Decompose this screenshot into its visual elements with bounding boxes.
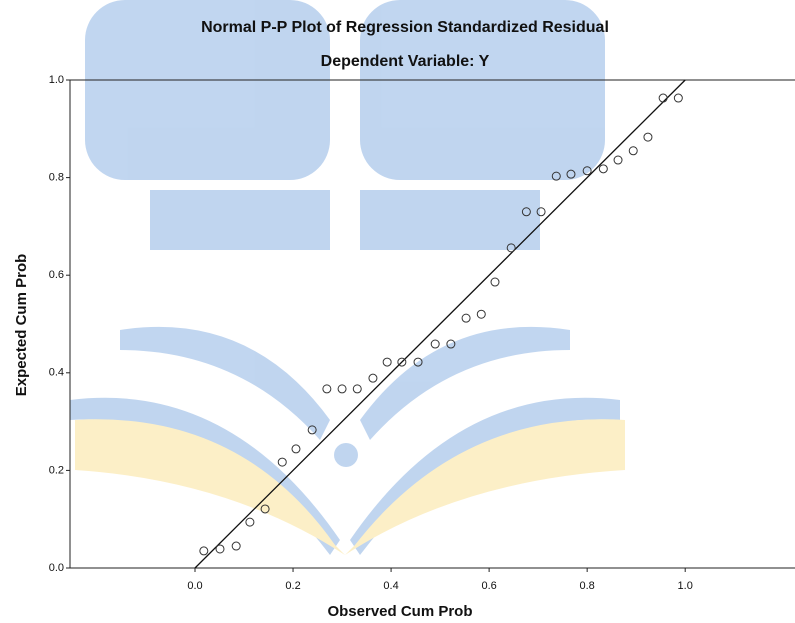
point [476, 309, 486, 319]
y-tick-label: 0.2 [49, 464, 64, 476]
point [643, 132, 653, 142]
point [490, 277, 500, 287]
watermark-shape [75, 419, 345, 555]
point [461, 313, 471, 323]
point [245, 517, 255, 527]
reference-line [194, 79, 686, 569]
y-tick-label: 1.0 [49, 74, 64, 86]
x-tick-label: 0.4 [383, 580, 398, 592]
x-tick-label: 1.0 [678, 580, 693, 592]
y-tick-label: 0.6 [49, 269, 64, 281]
point [521, 207, 531, 217]
point [260, 504, 270, 514]
point [582, 166, 592, 176]
point [352, 384, 362, 394]
point [506, 243, 516, 253]
point [536, 207, 546, 217]
watermark-shape [350, 397, 620, 555]
watermark-shape [345, 419, 625, 555]
point [430, 339, 440, 349]
y-tick-label: 0.0 [49, 562, 64, 574]
point [231, 541, 241, 551]
x-tick-label: 0.6 [481, 580, 496, 592]
point [291, 444, 301, 454]
point [551, 171, 561, 181]
point [613, 155, 623, 165]
x-tick-label: 0.8 [580, 580, 595, 592]
watermark-shape [120, 326, 330, 440]
point [628, 146, 638, 156]
point [446, 339, 456, 349]
y-tick-label: 0.8 [49, 172, 64, 184]
point [658, 93, 668, 103]
y-tick-label: 0.4 [49, 367, 64, 379]
point [413, 357, 423, 367]
chart-title: Normal P-P Plot of Regression Standardiz… [201, 19, 609, 36]
point [199, 546, 209, 556]
watermark-shape [70, 397, 340, 555]
point [382, 357, 392, 367]
watermark-shape [150, 190, 330, 250]
point [598, 164, 608, 174]
watermark-shape [85, 0, 330, 180]
y-axis-label: Expected Cum Prob [13, 254, 30, 397]
chart-subtitle: Dependent Variable: Y [321, 53, 490, 70]
watermark-shape [334, 443, 358, 467]
x-tick-label: 0.0 [187, 580, 202, 592]
x-tick-label: 0.2 [285, 580, 300, 592]
watermark-shape [360, 190, 540, 250]
point [368, 373, 378, 383]
watermark-shape [360, 0, 605, 180]
x-axis-label: Observed Cum Prob [327, 603, 472, 620]
point [397, 357, 407, 367]
watermark-shape [360, 326, 570, 440]
point [566, 169, 576, 179]
watermark [70, 0, 625, 555]
point [337, 384, 347, 394]
point [277, 457, 287, 467]
point [673, 93, 683, 103]
point [215, 544, 225, 554]
point [322, 384, 332, 394]
point [307, 425, 317, 435]
